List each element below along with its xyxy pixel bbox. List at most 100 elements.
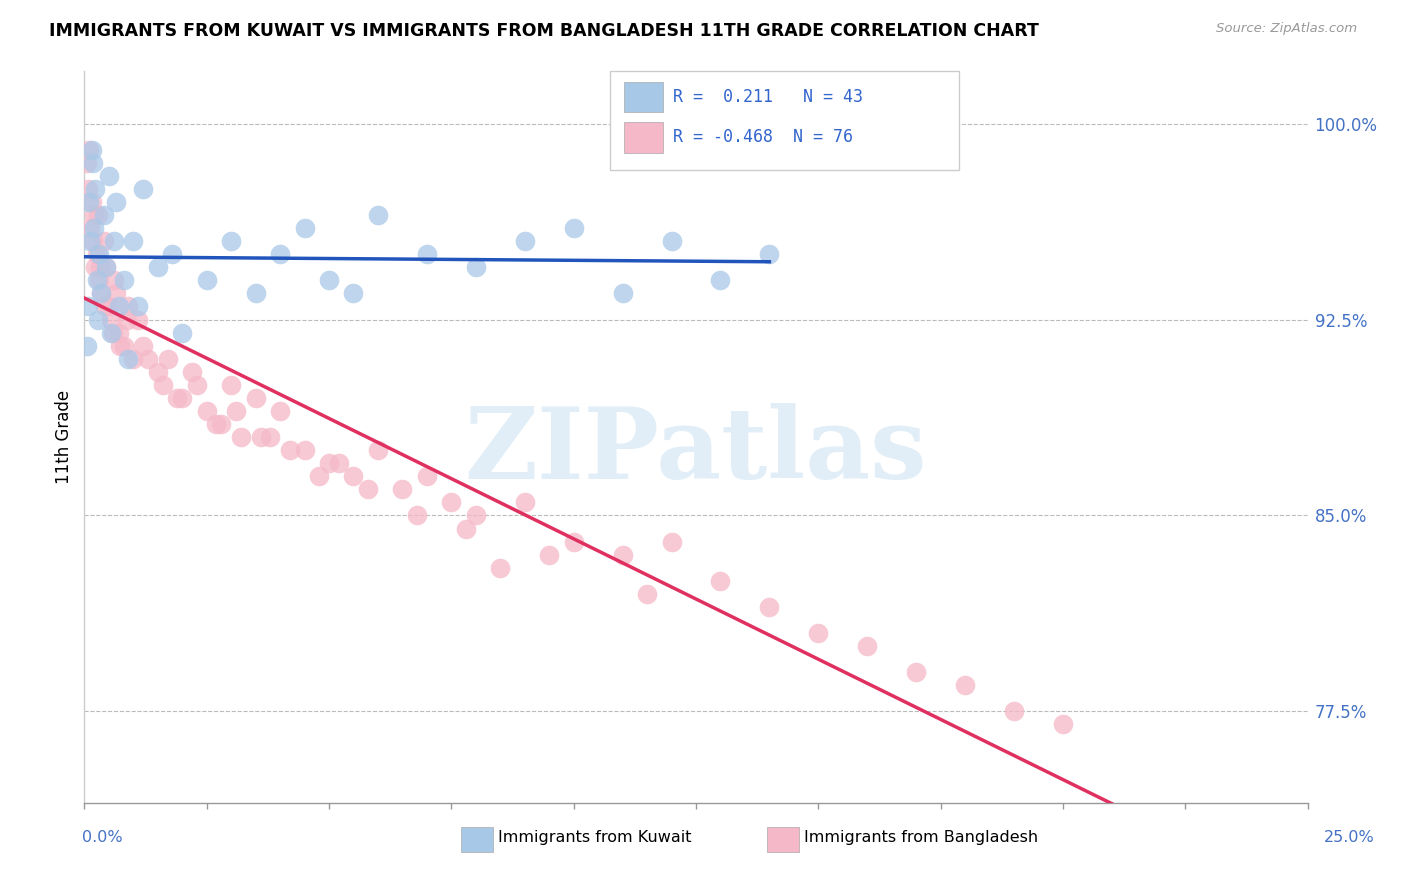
Point — [86, 247, 108, 261]
Point — [856, 639, 879, 653]
Point — [93, 234, 115, 248]
Point — [328, 456, 350, 470]
Point — [709, 273, 731, 287]
Point — [103, 273, 125, 287]
Text: Immigrants from Bangladesh: Immigrants from Bangladesh — [804, 830, 1038, 846]
Point — [661, 534, 683, 549]
Point — [269, 247, 291, 261]
Point — [127, 312, 149, 326]
Point — [245, 391, 267, 405]
Point — [79, 234, 101, 248]
Point — [117, 300, 139, 314]
Text: Source: ZipAtlas.com: Source: ZipAtlas.com — [1216, 22, 1357, 36]
Point — [538, 548, 561, 562]
Point — [97, 169, 120, 183]
Point — [84, 260, 107, 275]
Text: ZIPatlas: ZIPatlas — [465, 403, 927, 500]
Point — [82, 234, 104, 248]
Text: R =  0.211   N = 43: R = 0.211 N = 43 — [672, 88, 863, 106]
Point — [391, 483, 413, 497]
Point — [219, 377, 242, 392]
Point — [229, 430, 252, 444]
Point — [83, 208, 105, 222]
Point — [225, 404, 247, 418]
Point — [205, 417, 228, 431]
Text: IMMIGRANTS FROM KUWAIT VS IMMIGRANTS FROM BANGLADESH 11TH GRADE CORRELATION CHAR: IMMIGRANTS FROM KUWAIT VS IMMIGRANTS FRO… — [49, 22, 1039, 40]
Point — [105, 194, 128, 209]
Point — [367, 208, 389, 222]
Point — [132, 339, 155, 353]
Point — [953, 678, 976, 692]
Point — [108, 339, 131, 353]
Point — [181, 365, 204, 379]
Point — [80, 194, 103, 209]
Point — [87, 312, 110, 326]
Point — [101, 326, 124, 340]
Point — [758, 247, 780, 261]
Point — [612, 548, 634, 562]
Point — [172, 391, 194, 405]
Point — [1052, 717, 1074, 731]
Point — [77, 143, 100, 157]
Point — [152, 377, 174, 392]
Point — [1002, 705, 1025, 719]
FancyBboxPatch shape — [766, 827, 799, 852]
Point — [186, 377, 208, 392]
Point — [105, 286, 128, 301]
Point — [117, 312, 139, 326]
Text: 25.0%: 25.0% — [1324, 830, 1375, 846]
Point — [94, 300, 117, 314]
Point — [103, 234, 125, 248]
Point — [259, 430, 281, 444]
Point — [117, 351, 139, 366]
Point — [107, 300, 129, 314]
Point — [146, 365, 169, 379]
Text: R = -0.468  N = 76: R = -0.468 N = 76 — [672, 128, 852, 146]
Point — [513, 234, 536, 248]
Point — [269, 404, 291, 418]
Point — [77, 300, 100, 314]
Point — [342, 286, 364, 301]
Point — [278, 443, 301, 458]
Point — [454, 522, 477, 536]
Point — [367, 443, 389, 458]
Point — [112, 273, 135, 287]
Point — [562, 221, 585, 235]
Point — [357, 483, 380, 497]
Point — [87, 247, 110, 261]
Point — [162, 247, 184, 261]
Point — [249, 430, 271, 444]
Point — [308, 469, 330, 483]
Point — [100, 326, 122, 340]
Point — [489, 560, 512, 574]
Point — [146, 260, 169, 275]
Point — [709, 574, 731, 588]
Point — [96, 260, 118, 275]
Text: Immigrants from Kuwait: Immigrants from Kuwait — [498, 830, 692, 846]
Point — [80, 143, 103, 157]
Point — [166, 391, 188, 405]
Point — [342, 469, 364, 483]
Point — [195, 404, 218, 418]
Point — [87, 273, 110, 287]
Point — [156, 351, 179, 366]
Point — [96, 260, 118, 275]
Text: 0.0%: 0.0% — [82, 830, 122, 846]
Point — [107, 326, 129, 340]
Point — [209, 417, 232, 431]
Point — [294, 221, 316, 235]
Point — [245, 286, 267, 301]
Point — [76, 155, 98, 169]
Point — [97, 300, 120, 314]
Point — [93, 208, 115, 222]
Point — [416, 469, 439, 483]
Point — [416, 247, 439, 261]
FancyBboxPatch shape — [624, 122, 664, 153]
Point — [112, 339, 135, 353]
Point — [807, 626, 830, 640]
Point — [440, 495, 463, 509]
Point — [661, 234, 683, 248]
Y-axis label: 11th Grade: 11th Grade — [55, 390, 73, 484]
Point — [905, 665, 928, 680]
FancyBboxPatch shape — [624, 81, 664, 112]
